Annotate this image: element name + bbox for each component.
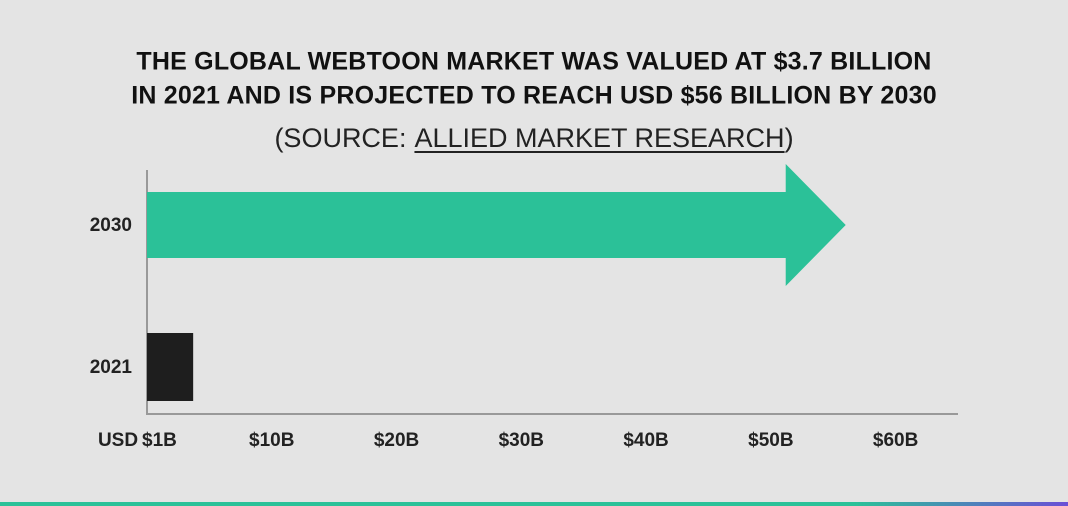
subtitle: (SOURCE: ALLIED MARKET RESEARCH) <box>0 123 1068 154</box>
x-tick-label: $60B <box>873 430 918 451</box>
subtitle-prefix: (SOURCE: <box>274 123 407 153</box>
y-tick-label: 2021 <box>90 357 133 378</box>
subtitle-suffix: ) <box>784 123 794 153</box>
chart-title: IN 2021 AND IS PROJECTED TO REACH USD $5… <box>131 82 937 110</box>
bottom-stripe <box>0 502 1068 506</box>
x-tick-label: $40B <box>623 430 668 451</box>
source-link[interactable]: ALLIED MARKET RESEARCH <box>414 123 785 153</box>
x-tick-label: $20B <box>374 430 419 451</box>
y-tick-label: 2030 <box>90 215 132 236</box>
chart-title: THE GLOBAL WEBTOON MARKET WAS VALUED AT … <box>136 48 931 76</box>
x-tick-label: $30B <box>499 430 544 451</box>
bar <box>147 333 194 401</box>
bar-arrow <box>147 164 846 286</box>
x-tick-label: $10B <box>249 430 294 451</box>
x-tick-label: $1B <box>142 430 177 451</box>
x-tick-label: $50B <box>748 430 793 451</box>
x-axis-label: USD <box>98 430 138 451</box>
